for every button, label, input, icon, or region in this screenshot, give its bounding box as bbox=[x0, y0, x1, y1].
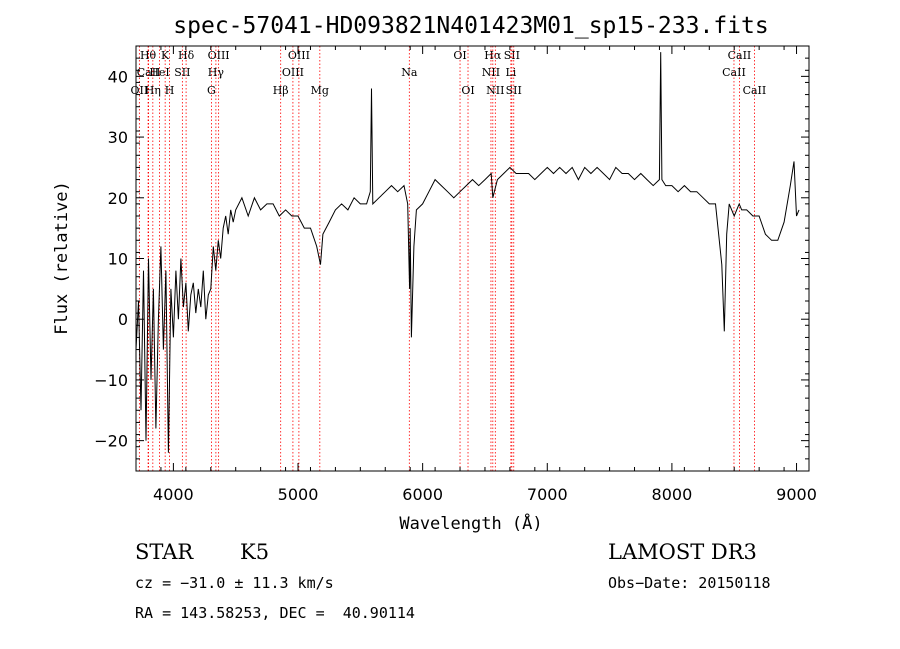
line-marker-label-4: K bbox=[161, 49, 170, 62]
line-marker-label-5: Hη bbox=[145, 84, 161, 97]
line-marker-label-20: NII bbox=[482, 66, 500, 79]
line-marker-label-7: H bbox=[165, 84, 175, 97]
line-marker-label-18: OI bbox=[461, 84, 474, 97]
line-marker-label-11: G bbox=[207, 84, 216, 97]
line-marker-label-27: CaII bbox=[743, 84, 767, 97]
line-marker-label-6: SII bbox=[174, 66, 190, 79]
observation-date: Obs−Date: 20150118 bbox=[608, 574, 771, 592]
redshift-cz: cz = −31.0 ± 11.3 km/s bbox=[135, 574, 334, 592]
line-marker-label-8: Hδ bbox=[178, 49, 195, 62]
x-tick-label-1: 5000 bbox=[278, 485, 319, 504]
line-marker-label-24: SII bbox=[506, 84, 522, 97]
y-tick-label-2: 0 bbox=[118, 310, 128, 329]
spectrum-line-0 bbox=[135, 52, 800, 453]
object-subclass: K5 bbox=[240, 540, 270, 564]
chart-title: spec-57041-HD093821N401423M01_sp15-233.f… bbox=[173, 13, 768, 39]
x-tick-label-3: 7000 bbox=[527, 485, 568, 504]
y-tick-label-5: 30 bbox=[108, 128, 128, 147]
line-marker-label-23: Li bbox=[505, 66, 516, 79]
line-marker-label-25: CaII bbox=[728, 49, 752, 62]
y-tick-label-4: 20 bbox=[108, 189, 128, 208]
line-marker-label-19: Hα bbox=[484, 49, 502, 62]
line-marker-label-3: HeI bbox=[149, 66, 169, 79]
survey-name: LAMOST DR3 bbox=[608, 540, 757, 564]
ra-dec-coordinates: RA = 143.58253, DEC = 40.90114 bbox=[135, 604, 415, 622]
plot-frame bbox=[135, 45, 810, 472]
x-tick-label-2: 6000 bbox=[402, 485, 443, 504]
line-marker-label-1: CaII bbox=[137, 66, 161, 79]
y-tick-label-3: 10 bbox=[108, 250, 128, 269]
line-marker-label-16: Na bbox=[401, 66, 418, 79]
line-marker-label-10: Hγ bbox=[208, 66, 225, 79]
axis-layer: 4000 5000 6000 7000 8000 9000 −20 −10 0 10 20 30 40 bbox=[94, 45, 817, 504]
line-marker-label-22: SII bbox=[504, 49, 520, 62]
x-axis-label: Wavelength (Å) bbox=[399, 512, 542, 534]
object-class: STAR bbox=[135, 540, 194, 564]
x-tick-label-0: 4000 bbox=[153, 485, 194, 504]
spectrum-line-layer bbox=[135, 52, 800, 453]
y-axis-label: Flux (relative) bbox=[52, 181, 72, 335]
y-tick-label-1: −10 bbox=[94, 371, 128, 390]
line-marker-label-9: OIII bbox=[208, 49, 230, 62]
line-marker-label-2: OII bbox=[131, 84, 149, 97]
line-marker-label-21: NII bbox=[486, 84, 504, 97]
x-tick-label-4: 8000 bbox=[652, 485, 693, 504]
y-tick-label-0: −20 bbox=[94, 432, 128, 451]
line-marker-label-0: Hθ bbox=[140, 49, 157, 62]
line-marker-label-13: OIII bbox=[288, 49, 310, 62]
x-tick-label-5: 9000 bbox=[776, 485, 817, 504]
line-marker-label-12: Hβ bbox=[273, 84, 289, 97]
line-marker-label-15: Mg bbox=[311, 84, 329, 97]
line-marker-label-26: CaII bbox=[722, 66, 746, 79]
y-tick-label-6: 40 bbox=[108, 67, 128, 86]
line-marker-label-14: OIII bbox=[282, 66, 304, 79]
line-marker-label-17: OI bbox=[453, 49, 466, 62]
